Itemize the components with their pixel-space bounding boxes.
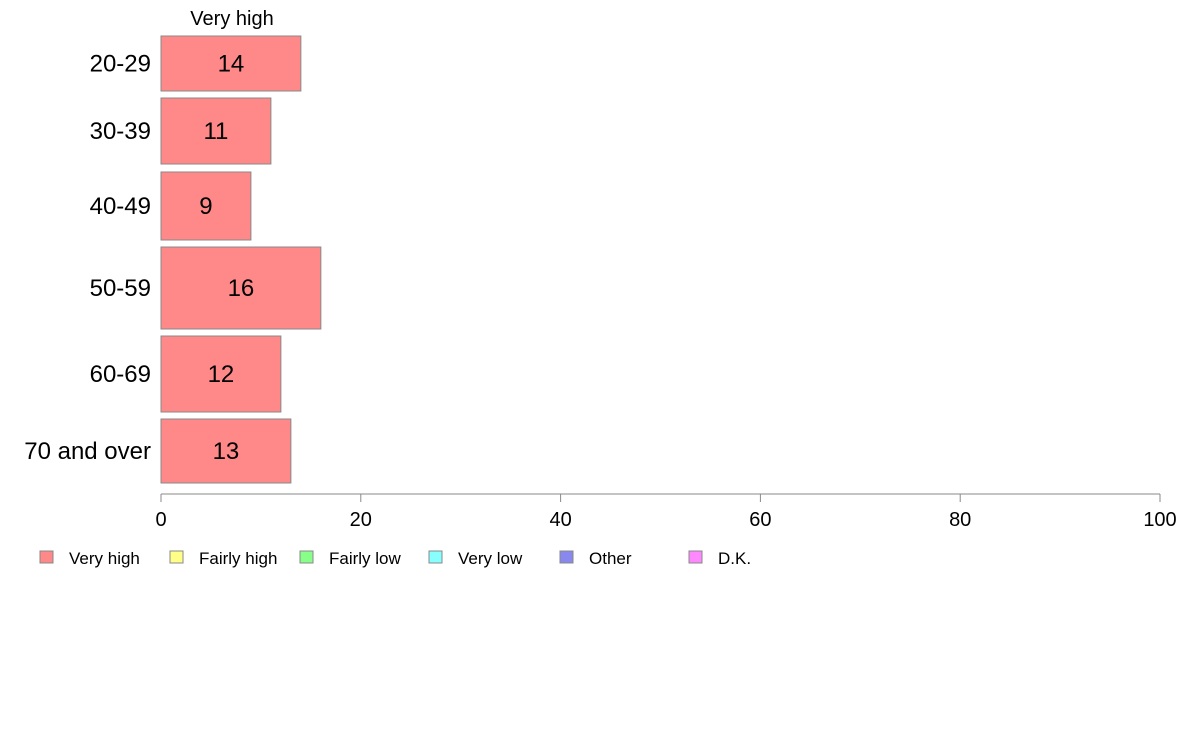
legend-swatch-fairly-high <box>169 550 184 564</box>
x-tick-label-60: 60 <box>749 509 771 531</box>
data-label-60-69: 12 <box>208 361 235 388</box>
series-title: Very high <box>190 8 273 30</box>
legend-label-very-high: Very high <box>69 549 140 568</box>
x-tick-label-80: 80 <box>949 509 971 531</box>
category-label-40-49: 40-49 <box>90 193 151 220</box>
category-label-30-39: 30-39 <box>90 118 151 145</box>
data-label-30-39: 11 <box>203 118 228 145</box>
legend-label-very-low: Very low <box>458 549 523 568</box>
bar-20-29 <box>160 35 302 92</box>
bar-40-49 <box>160 171 252 241</box>
x-tick-label-0: 0 <box>155 509 166 531</box>
category-label-50-59: 50-59 <box>90 275 151 302</box>
data-label-40-49: 9 <box>199 193 212 220</box>
bar-70-and-over <box>160 418 292 484</box>
x-tick-label-20: 20 <box>350 509 372 531</box>
category-label-60-69: 60-69 <box>90 361 151 388</box>
legend-swatch-d-k <box>688 550 703 564</box>
data-label-20-29: 14 <box>218 51 245 78</box>
x-tick-label-100: 100 <box>1143 509 1176 531</box>
legend-swatch-other <box>559 550 574 564</box>
data-label-70-and-over: 13 <box>213 438 240 465</box>
bar-60-69 <box>160 335 282 413</box>
legend-swatch-very-high <box>39 550 54 564</box>
legend-label-fairly-high: Fairly high <box>199 549 277 568</box>
category-label-20-29: 20-29 <box>90 51 151 78</box>
legend-label-d-k: D.K. <box>718 549 751 568</box>
bar-30-39 <box>160 97 272 165</box>
legend-label-other: Other <box>589 549 632 568</box>
x-tick-label-40: 40 <box>549 509 571 531</box>
category-label-70-and-over: 70 and over <box>24 438 151 465</box>
legend-label-fairly-low: Fairly low <box>329 549 402 568</box>
legend-swatch-fairly-low <box>299 550 314 564</box>
legend-swatch-very-low <box>428 550 443 564</box>
bar-50-59 <box>160 246 322 330</box>
data-label-50-59: 16 <box>228 275 255 302</box>
